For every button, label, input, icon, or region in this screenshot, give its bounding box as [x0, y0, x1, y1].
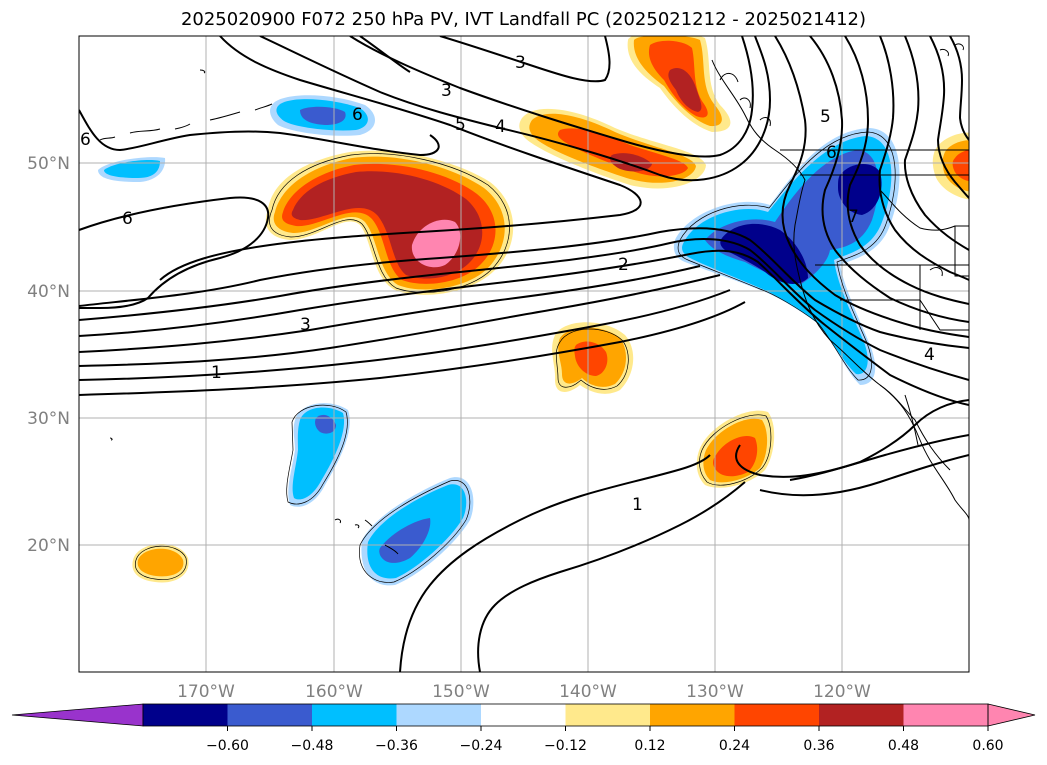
- contour-label: 5: [820, 107, 831, 127]
- lon-label: 160°W: [305, 682, 363, 702]
- contour-label: 6: [80, 130, 91, 150]
- colorbar-tick-label: 0.24: [719, 738, 750, 754]
- contour-label: 1: [211, 363, 222, 383]
- colorbar: −0.60 −0.48 −0.36 −0.24 −0.12 0.12 0.24 0.36 0.4…: [11, 703, 1036, 754]
- colorbar-tick-label: 0.48: [888, 738, 919, 754]
- coastlines: [99, 43, 969, 555]
- map-title: 2025020900 F072 250 hPa PV, IVT Landfall…: [180, 9, 867, 30]
- map-area: [79, 36, 969, 672]
- pv-fill-negative: [98, 95, 900, 586]
- colorbar-tick-label: −0.60: [206, 738, 249, 754]
- colorbar-tick-label: −0.36: [375, 738, 418, 754]
- contour-label: 5: [455, 115, 466, 135]
- colorbar-tick-label: 0.36: [803, 738, 834, 754]
- pv-fill-positive: [132, 36, 969, 583]
- contour-label: 4: [495, 117, 506, 137]
- colorbar-segment: [819, 704, 904, 726]
- colorbar-tick-label: 0.12: [634, 738, 665, 754]
- lon-label: 130°W: [686, 682, 744, 702]
- latitude-labels: 50°N 40°N 30°N 20°N: [27, 154, 70, 556]
- contour-label: 2: [618, 255, 629, 275]
- lat-label: 30°N: [27, 409, 70, 429]
- colorbar-segment: [734, 704, 820, 726]
- colorbar-segments: [143, 704, 989, 726]
- lat-label: 20°N: [27, 536, 70, 556]
- colorbar-segment: [481, 704, 566, 726]
- colorbar-segment: [903, 704, 989, 726]
- contour-labels: 6 6 5 4 3 3 5 6 7 2 3 1 1 4 6: [80, 53, 935, 515]
- colorbar-under-arrow: [11, 703, 144, 727]
- contour-label: 1: [632, 495, 643, 515]
- longitude-labels: 170°W 160°W 150°W 140°W 130°W 120°W: [177, 682, 871, 702]
- lon-label: 120°W: [813, 682, 871, 702]
- colorbar-over-arrow: [987, 703, 1036, 727]
- colorbar-segment: [227, 704, 313, 726]
- colorbar-tick-label: 0.60: [972, 738, 1003, 754]
- lat-label: 50°N: [27, 154, 70, 174]
- colorbar-tick-label: −0.12: [544, 738, 587, 754]
- contour-label: 6: [826, 143, 837, 163]
- colorbar-segment: [312, 704, 397, 726]
- lon-label: 150°W: [432, 682, 490, 702]
- contour-label: 4: [924, 345, 935, 365]
- colorbar-ticks: −0.60 −0.48 −0.36 −0.24 −0.12 0.12 0.24 0.36 0.4…: [206, 726, 1004, 754]
- colorbar-tick-label: −0.24: [460, 738, 503, 754]
- lon-label: 170°W: [177, 682, 235, 702]
- contour-label: 7: [848, 207, 859, 227]
- colorbar-segment: [396, 704, 482, 726]
- ivt-contours: [79, 36, 969, 672]
- graticule: [79, 36, 969, 672]
- colorbar-segment: [143, 704, 228, 726]
- lon-label: 140°W: [559, 682, 617, 702]
- contour-label: 6: [352, 105, 363, 125]
- colorbar-tick-label: −0.48: [291, 738, 334, 754]
- contour-label: 6: [122, 209, 133, 229]
- colorbar-segment: [650, 704, 735, 726]
- colorbar-segment: [565, 704, 651, 726]
- contour-label: 3: [441, 81, 452, 101]
- lat-label: 40°N: [27, 282, 70, 302]
- map-frame: [78, 35, 970, 673]
- contour-label: 3: [515, 53, 526, 73]
- contour-label: 3: [300, 315, 311, 335]
